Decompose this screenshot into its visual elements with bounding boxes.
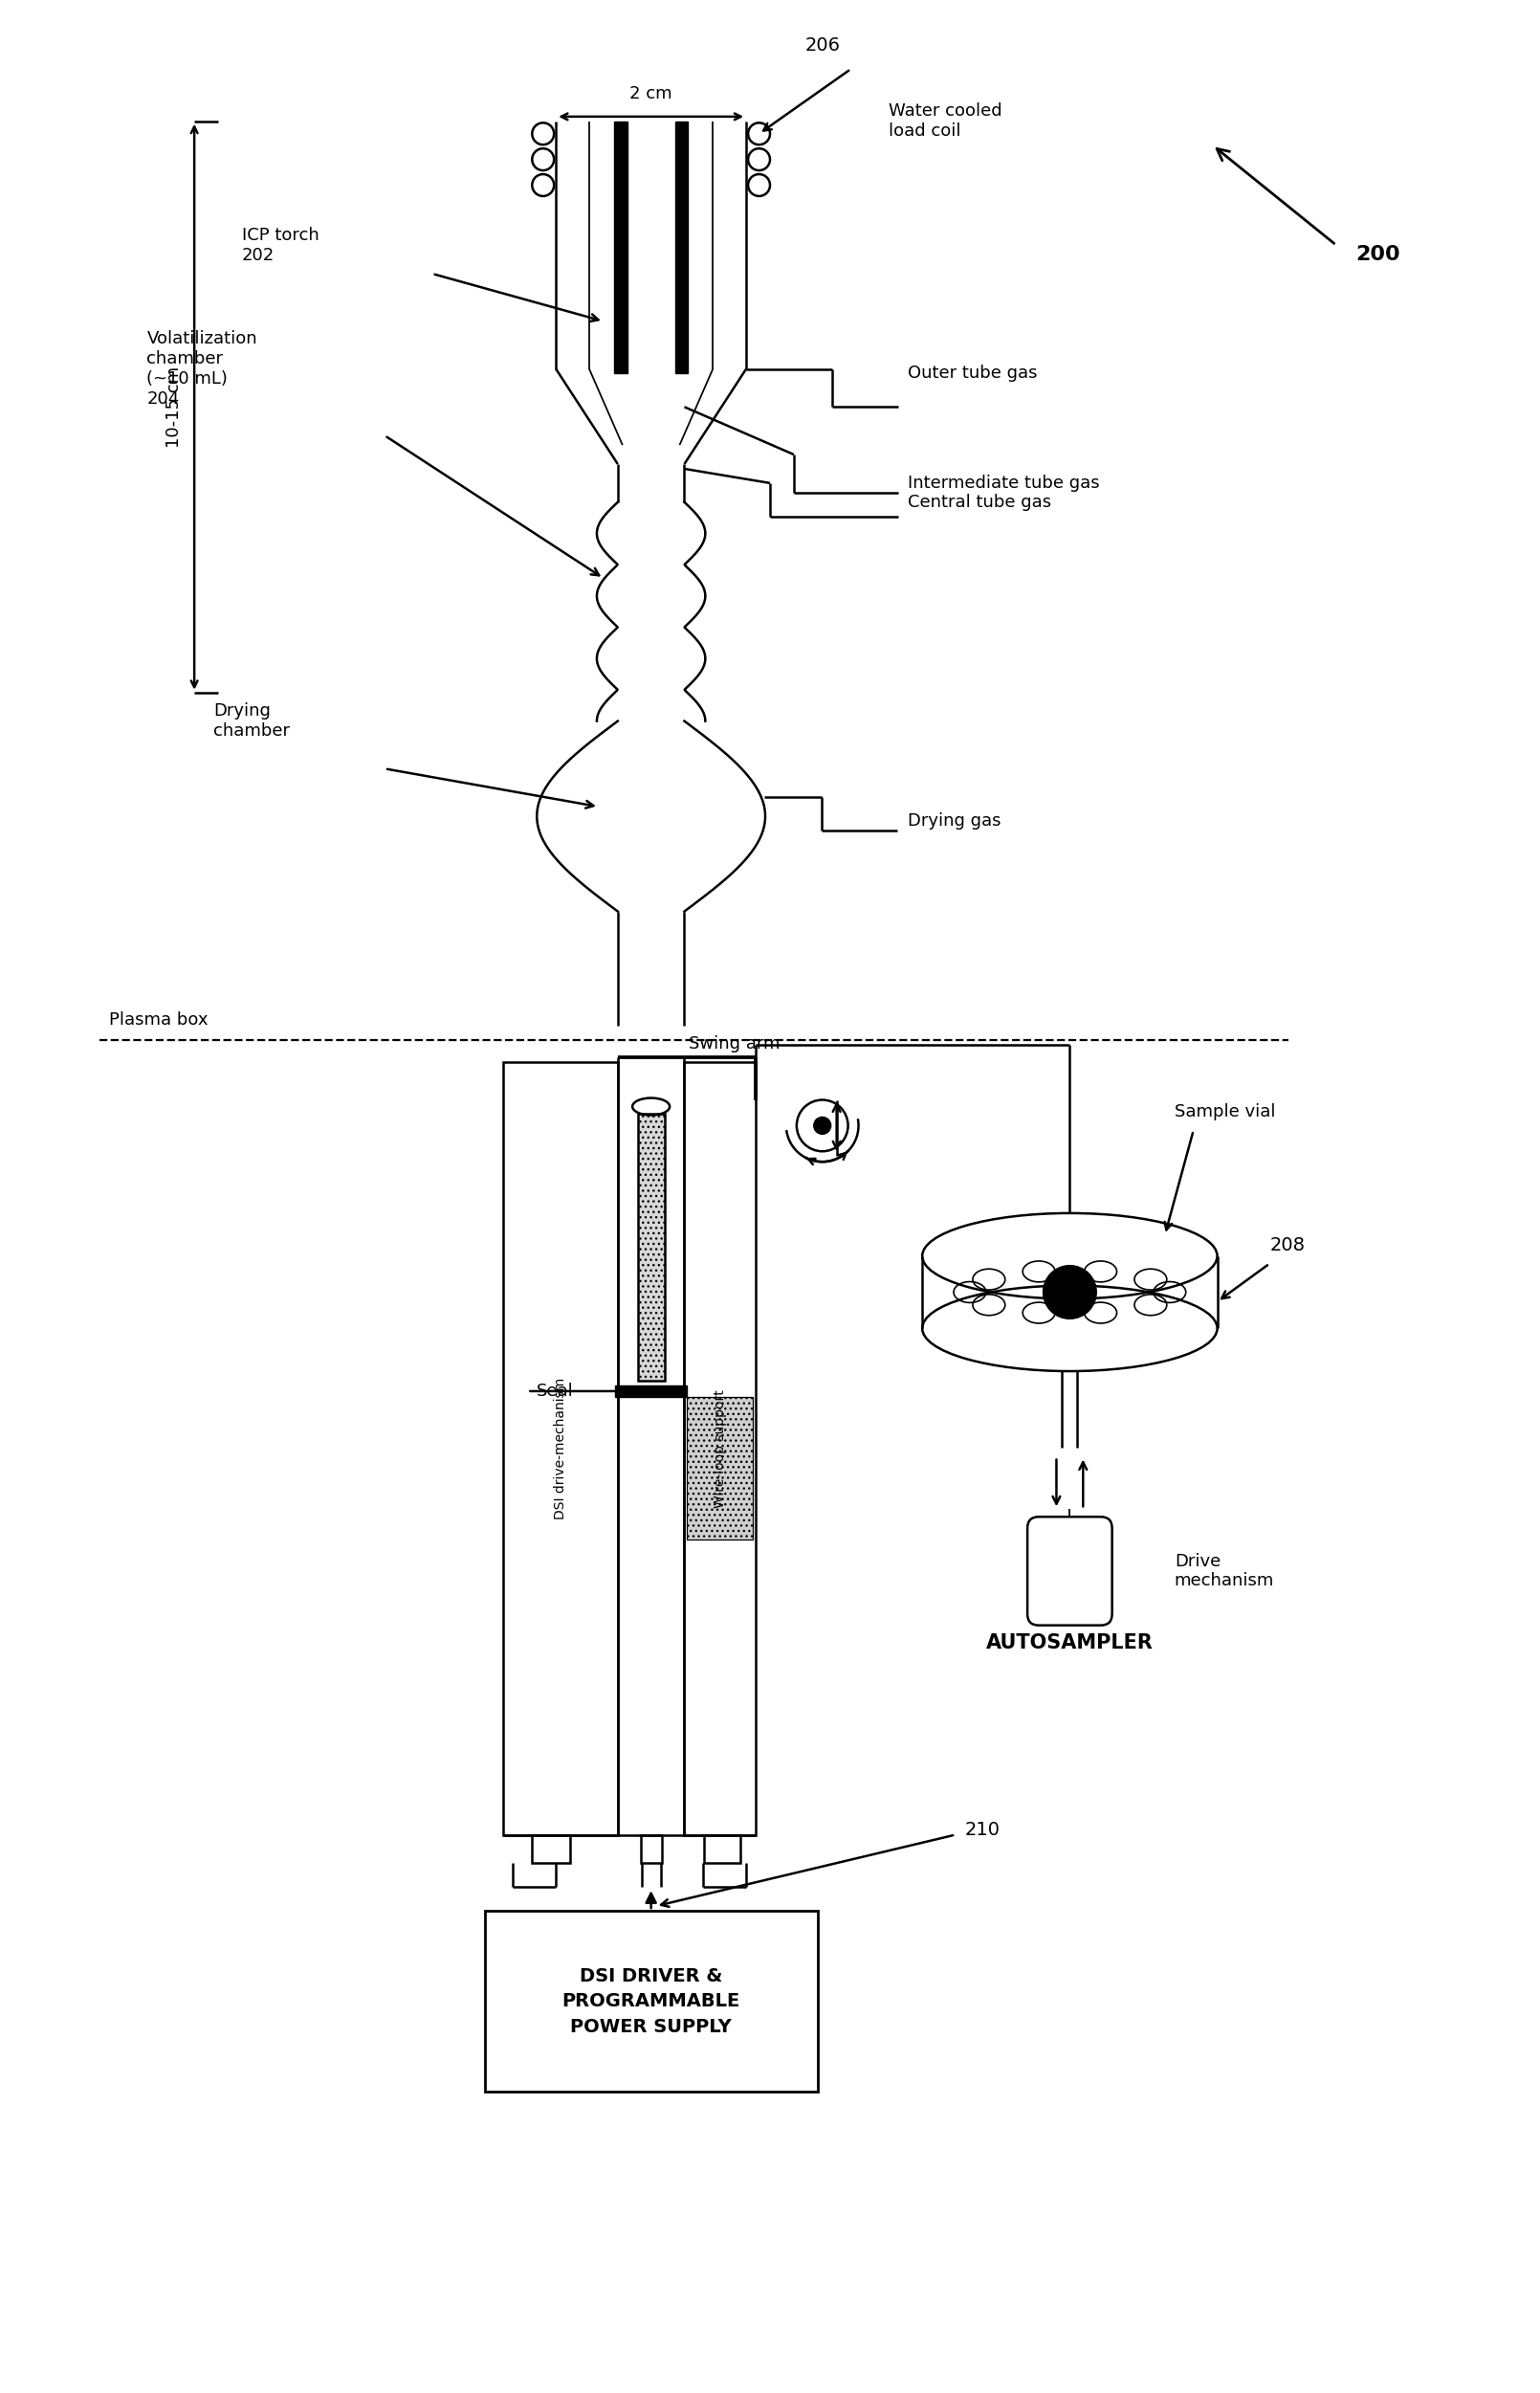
Bar <box>485 1912 818 2091</box>
Circle shape <box>813 1118 832 1134</box>
Text: DSI drive-mechanism: DSI drive-mechanism <box>554 1378 567 1520</box>
Bar <box>684 1062 756 1835</box>
Text: Water cooled
load coil: Water cooled load coil <box>889 103 1003 139</box>
Text: Intermediate tube gas: Intermediate tube gas <box>909 474 1100 491</box>
Text: DSI DRIVER &
PROGRAMMABLE
POWER SUPPLY: DSI DRIVER & PROGRAMMABLE POWER SUPPLY <box>562 1967 741 2036</box>
Text: 210: 210 <box>966 1821 1001 1840</box>
Text: 10-15 cm: 10-15 cm <box>166 366 183 447</box>
Bar <box>638 1115 664 1381</box>
Text: Swing arm: Swing arm <box>688 1036 781 1053</box>
Bar <box>675 122 688 373</box>
Text: ICP torch
202: ICP torch 202 <box>242 227 319 263</box>
Text: 208: 208 <box>1269 1235 1304 1254</box>
Text: 200: 200 <box>1355 244 1400 263</box>
Bar <box>533 1835 570 1864</box>
Bar <box>614 122 627 373</box>
Bar <box>704 1835 741 1864</box>
Text: 206: 206 <box>804 36 839 55</box>
Text: Volatilization
chamber
(~10 mL)
204: Volatilization chamber (~10 mL) 204 <box>146 330 257 407</box>
Circle shape <box>1043 1266 1096 1319</box>
Text: Seal: Seal <box>537 1383 574 1400</box>
Text: Drying gas: Drying gas <box>909 811 1001 830</box>
Text: 2 cm: 2 cm <box>630 86 673 103</box>
Bar <box>641 1835 662 1864</box>
Text: Outer tube gas: Outer tube gas <box>909 366 1038 383</box>
Text: Drive
mechanism: Drive mechanism <box>1175 1553 1274 1589</box>
Text: Plasma box: Plasma box <box>109 1012 208 1029</box>
Text: Wire-loop support: Wire-loop support <box>713 1388 727 1508</box>
Bar <box>614 1386 687 1398</box>
Text: AUTOSAMPLER: AUTOSAMPLER <box>986 1632 1153 1651</box>
Text: Central tube gas: Central tube gas <box>909 493 1052 510</box>
Text: Drying
chamber: Drying chamber <box>214 704 290 739</box>
Bar <box>687 1398 753 1539</box>
Text: Sample vial: Sample vial <box>1175 1103 1275 1120</box>
Bar <box>504 1062 618 1835</box>
